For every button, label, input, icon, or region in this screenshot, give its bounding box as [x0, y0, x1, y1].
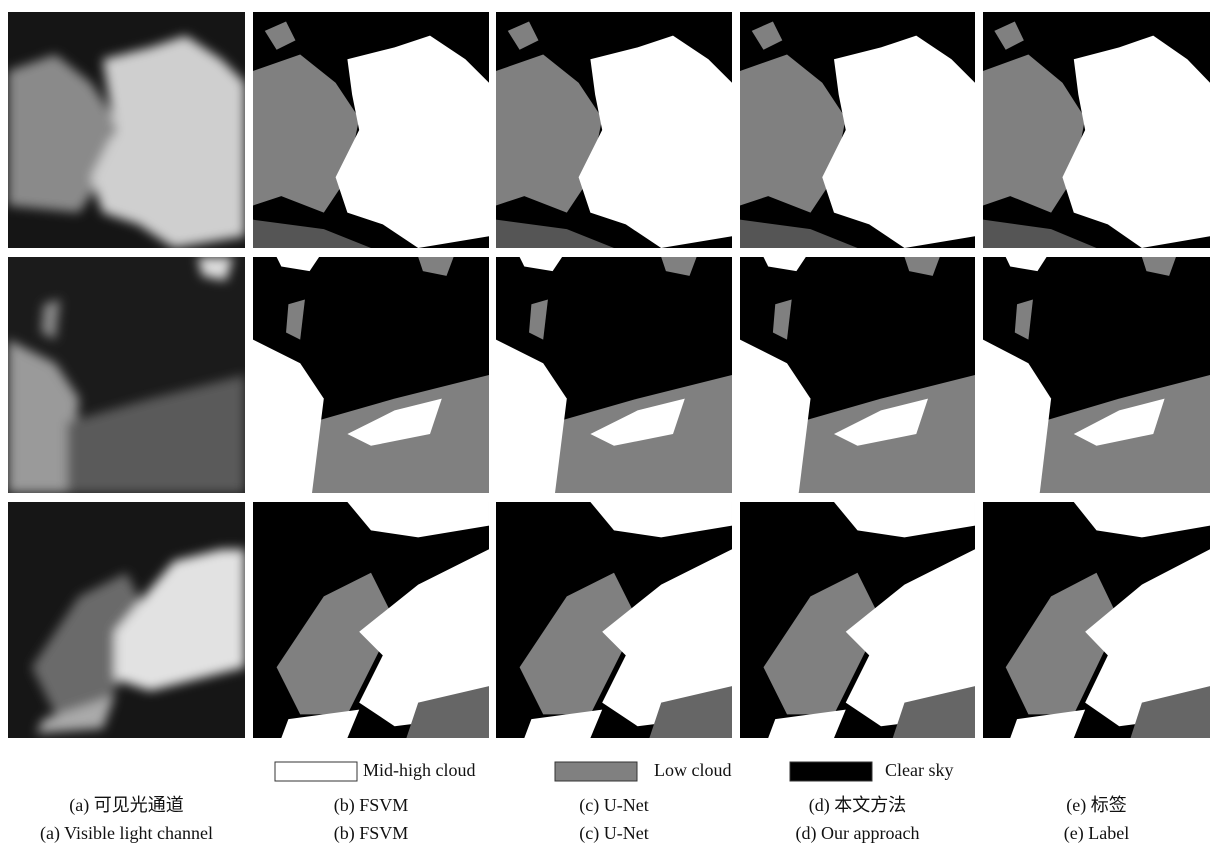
caption-en: (d) Our approach [796, 823, 920, 844]
legend-swatch [790, 762, 872, 781]
legend-swatch [275, 762, 357, 781]
caption-en: (b) FSVM [334, 823, 409, 844]
cloud-mask [983, 257, 1210, 493]
legend-swatch [555, 762, 637, 781]
cloud-mask [253, 12, 489, 248]
legend-label: Mid-high cloud [363, 760, 476, 780]
cloud-mask [496, 502, 732, 738]
cloud-mask [983, 502, 1210, 738]
image-grid [8, 12, 1210, 738]
cloud-mask [983, 12, 1210, 248]
cloud-mask [740, 12, 975, 248]
cloud-mask [496, 12, 732, 248]
caption-zh: (d) 本文方法 [809, 795, 907, 816]
caption-en: (e) Label [1064, 823, 1129, 844]
legend: Mid-high cloud Low cloud Clear sky [275, 760, 953, 781]
legend-label: Low cloud [654, 760, 731, 780]
caption-en: (a) Visible light channel [40, 823, 213, 844]
captions: (a) 可见光通道 (a) Visible light channel (b) FS… [40, 795, 1129, 844]
cloud-mask [253, 257, 489, 493]
cloud-mask [740, 257, 975, 493]
caption-en: (c) U-Net [579, 823, 648, 844]
caption-zh: (c) U-Net [579, 795, 648, 816]
visible-image [8, 257, 245, 493]
cloud-mask [496, 257, 732, 493]
figure: Mid-high cloud Low cloud Clear sky (a) 可见光… [0, 0, 1210, 848]
caption-zh: (e) 标签 [1066, 795, 1126, 816]
caption-zh: (b) FSVM [334, 795, 409, 816]
visible-image [8, 502, 245, 738]
cloud-mask [740, 502, 975, 738]
legend-label: Clear sky [885, 760, 953, 780]
visible-image [8, 12, 245, 248]
cloud-mask [253, 502, 489, 738]
caption-zh: (a) 可见光通道 [69, 795, 183, 816]
